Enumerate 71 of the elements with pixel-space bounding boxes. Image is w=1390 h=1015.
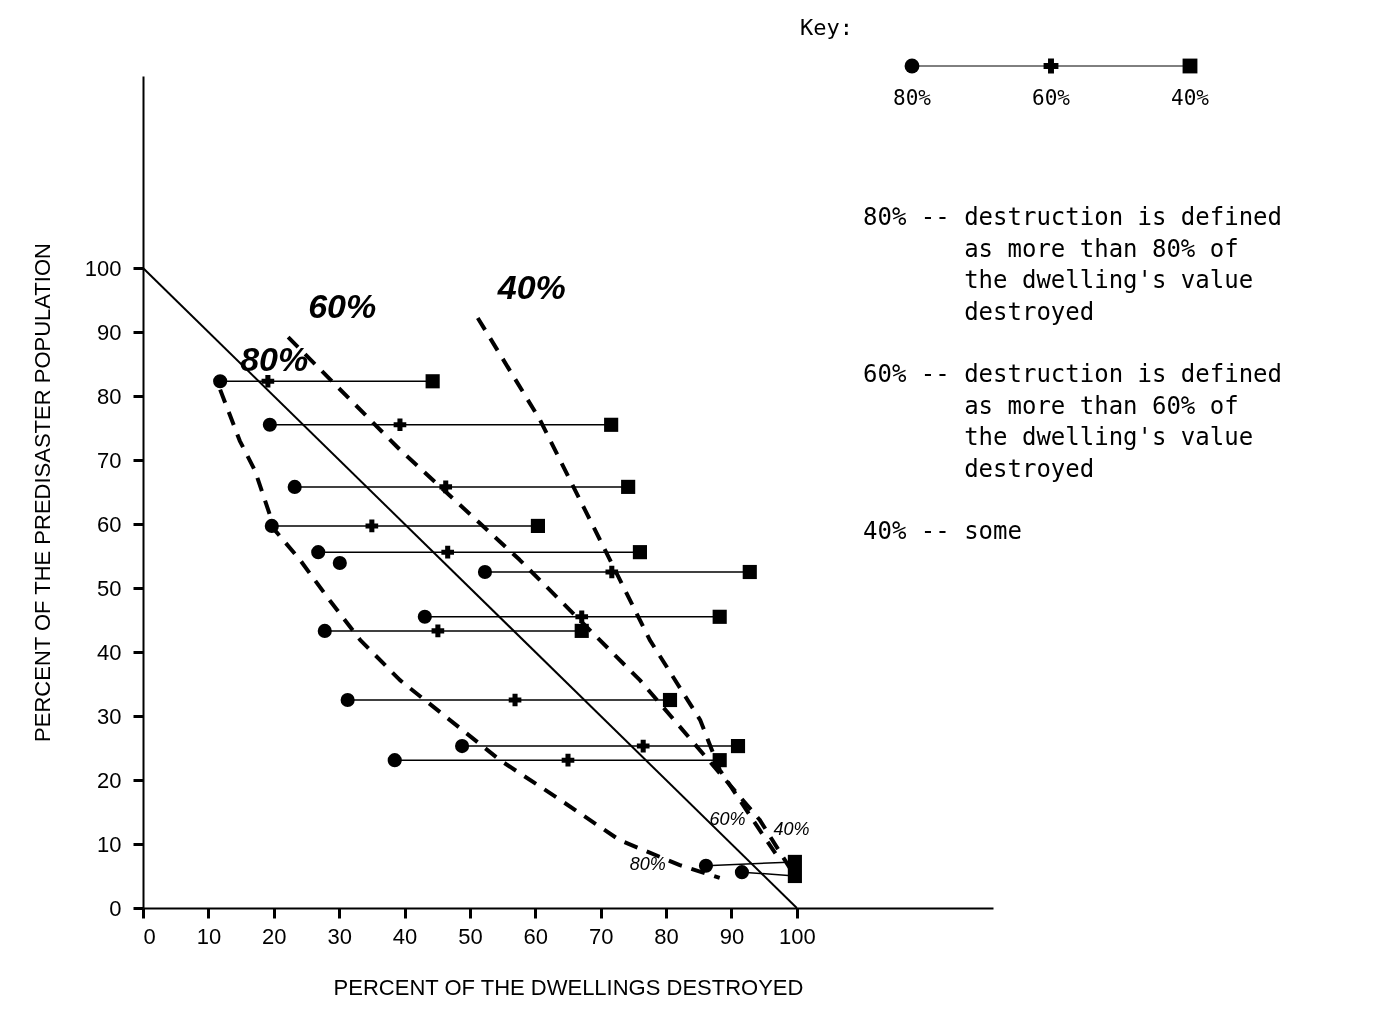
point [340,692,355,708]
point [604,417,619,432]
x-tick-label: 30 [327,923,352,949]
y-tick-label: 70 [97,447,122,473]
point [787,854,802,869]
point [311,545,326,560]
point [508,693,522,707]
y-tick-label: 10 [97,831,122,857]
point [332,555,347,571]
y-tick-label: 20 [97,767,122,793]
point [636,739,650,753]
point [441,545,455,559]
point [621,479,636,494]
x-tick-label: 80 [654,923,679,949]
point [734,865,749,880]
point [730,739,746,754]
point [632,545,647,560]
y-tick-label: 50 [97,575,122,601]
point [365,519,379,533]
point [787,868,802,884]
y-axis-title: PERCENT OF THE PREDISASTER POPULATION [29,243,55,742]
series-label: 80% [629,854,666,875]
x-tick-label: 50 [458,923,483,949]
annotation: 60% -- destruction is defined as more than 60% of the dwelling's value destroyed [863,360,1283,483]
x-tick-label: 60 [523,923,549,949]
x-tick-label: 10 [196,923,222,949]
point [742,564,757,580]
point [712,609,727,624]
annotation: 80% -- destruction is defined as more than 80% of the dwelling's value destroyed [863,203,1283,326]
y-tick-label: 80 [97,383,122,409]
point [662,692,678,708]
series-label: 40% [773,818,810,839]
x-axis-title: PERCENT OF THE DWELLINGS DESTROYED [333,974,804,1000]
y-tick-label: 90 [97,319,122,345]
annotation: 40% -- some [863,517,1022,545]
point [417,609,432,624]
point [530,518,545,533]
point [605,565,619,579]
point [393,418,407,432]
point [317,623,332,638]
text: 60% [308,287,377,326]
point [287,479,302,494]
y-tick-label: 100 [84,255,122,281]
x-tick-label: 20 [262,923,287,949]
y-tick-label: 40 [97,639,122,665]
legend-title: Key: [800,15,853,40]
point [431,624,445,638]
x-tick-label: 0 [143,923,156,949]
x-tick-label: 100 [778,923,816,949]
legend-label: 80% [893,86,932,110]
legend-label: 60% [1032,86,1071,110]
point [213,374,228,389]
point [477,564,493,580]
point [575,610,589,624]
point [561,753,575,767]
y-tick-label: 0 [109,895,122,921]
y-tick-label: 30 [97,703,122,729]
point [698,858,714,873]
legend-label: 40% [1171,86,1210,110]
y-tick-label: 60 [97,511,122,537]
point [455,739,470,754]
point [387,753,402,768]
series-label: 60% [709,808,746,829]
x-tick-label: 40 [392,923,418,949]
x-tick-label: 70 [588,923,614,949]
point [262,417,277,432]
text: 80% [240,339,309,378]
point [261,374,275,388]
text: 40% [497,267,566,306]
point [425,374,440,389]
x-tick-label: 90 [719,923,745,949]
